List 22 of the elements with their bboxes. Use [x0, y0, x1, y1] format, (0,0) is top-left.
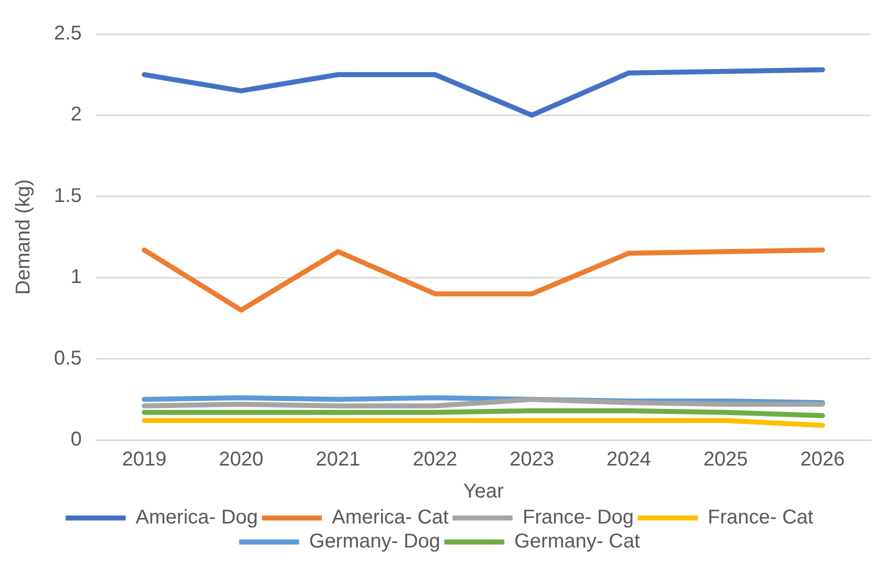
x-tick-label: 2020 — [218, 448, 264, 471]
x-tick-label: 2026 — [800, 448, 845, 471]
x-axis-title: Year — [463, 480, 504, 503]
x-tick-label: 2021 — [316, 448, 360, 471]
y-axis-title: Demand (kg) — [12, 179, 35, 295]
legend-label: America- Dog — [136, 506, 258, 529]
y-tick-label: 0 — [70, 428, 82, 451]
x-tick-label: 2022 — [412, 448, 458, 471]
x-tick-label: 2025 — [703, 448, 748, 471]
x-tick-label: 2019 — [122, 448, 167, 471]
legend-label: France- Dog — [522, 506, 634, 529]
y-tick-label: 0.5 — [54, 347, 82, 370]
y-tick-label: 2 — [70, 104, 82, 126]
legend-label: France- Cat — [708, 506, 814, 529]
y-tick-label: 1 — [70, 266, 82, 288]
y-tick-label: 1.5 — [54, 184, 82, 207]
legend-label: Germany- Cat — [514, 530, 640, 553]
legend-label: Germany- Dog — [309, 530, 440, 553]
x-tick-label: 2023 — [510, 448, 554, 471]
y-tick-label: 2.5 — [54, 22, 82, 45]
x-tick-label: 2024 — [606, 448, 651, 471]
legend-label: America- Cat — [332, 506, 450, 529]
